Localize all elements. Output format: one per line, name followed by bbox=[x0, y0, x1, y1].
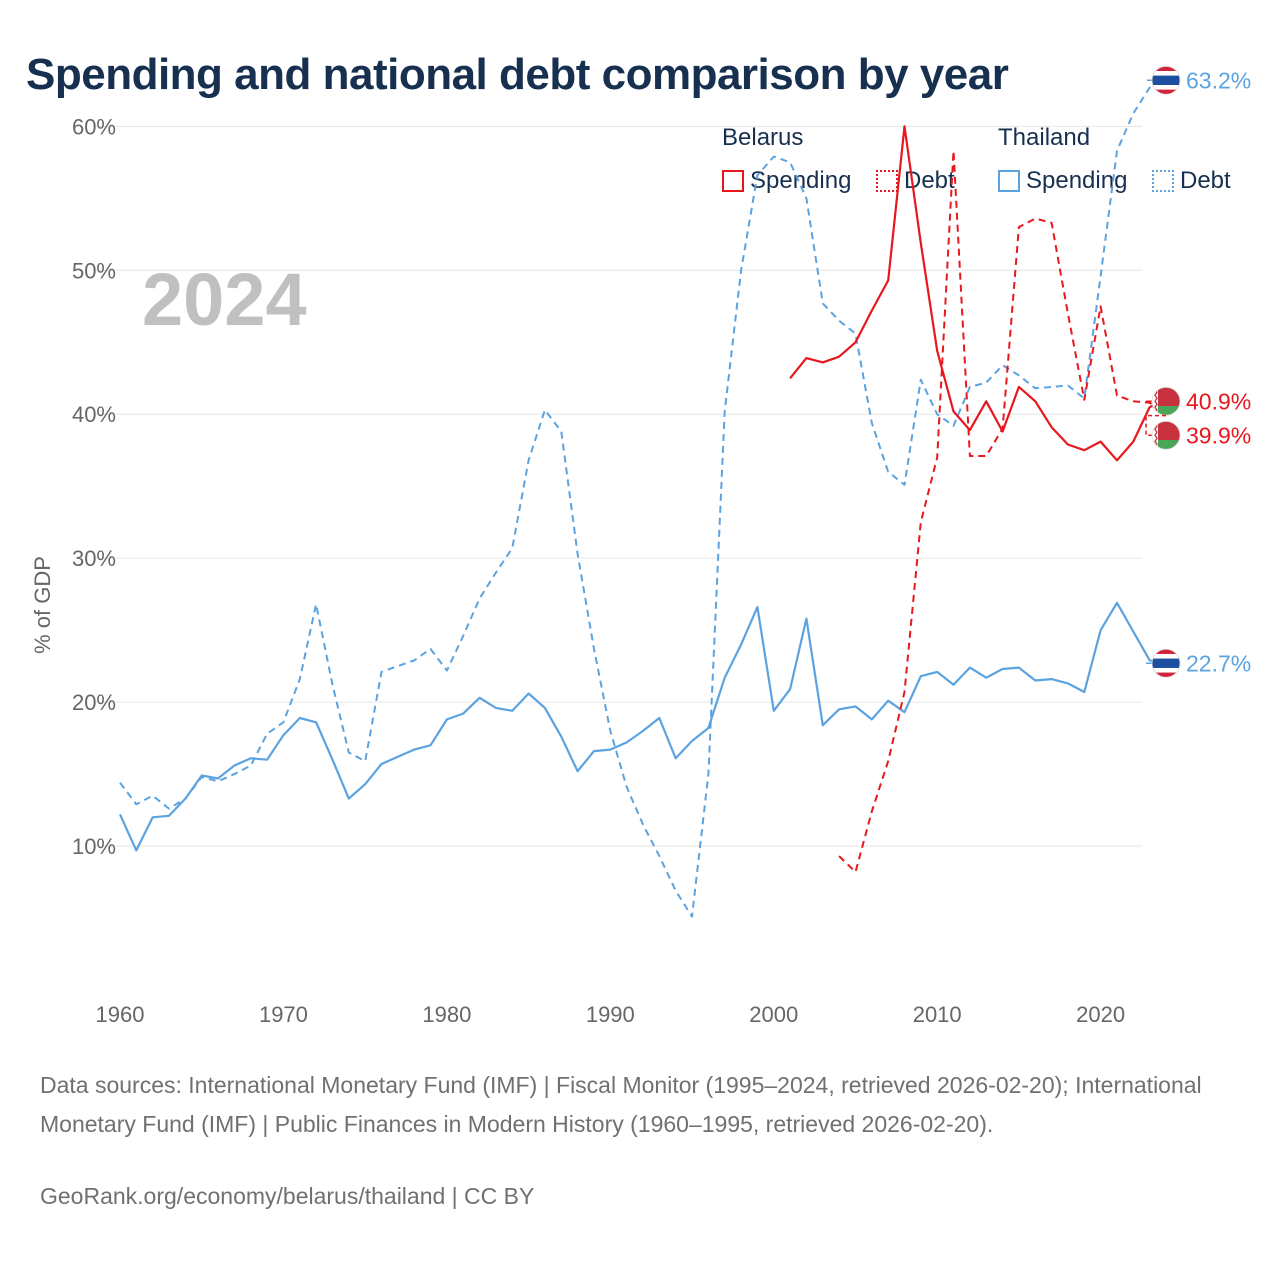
line-chart: 2024 10% 20% 30% 40% 50% 60% 1960 1970 1980 1990… bbox=[30, 65, 1251, 1027]
series-lines bbox=[118, 79, 1167, 918]
legend-thailand-spending-label: Spending bbox=[1026, 167, 1128, 194]
thailand-flag-icon bbox=[1151, 648, 1181, 678]
x-tick-label: 1980 bbox=[422, 1002, 471, 1027]
chart-title: Spending and national debt comparison by… bbox=[26, 50, 1009, 99]
x-tick-label: 2000 bbox=[749, 1002, 798, 1027]
legend-title-belarus: Belarus bbox=[722, 124, 804, 151]
legend-title-thailand: Thailand bbox=[998, 124, 1091, 151]
y-tick-label: 30% bbox=[72, 546, 116, 571]
legend-thailand-spending[interactable]: Spending bbox=[998, 166, 1127, 196]
y-axis-label: % of GDP bbox=[30, 556, 55, 654]
x-axis-ticks: 1960 1970 1980 1990 2000 2010 2020 bbox=[96, 1002, 1126, 1027]
thailand-debt-line bbox=[119, 79, 1167, 918]
x-tick-label: 2010 bbox=[913, 1002, 962, 1027]
belarus-debt-line bbox=[838, 149, 1167, 873]
belarus-flag-icon bbox=[1151, 420, 1181, 450]
belarus-spending-line bbox=[789, 125, 1167, 462]
y-tick-label: 40% bbox=[72, 402, 116, 427]
end-value-label: 22.7% bbox=[1186, 650, 1251, 676]
y-tick-label: 50% bbox=[72, 258, 116, 283]
y-tick-label: 10% bbox=[72, 834, 116, 859]
legend-belarus-spending[interactable]: Spending bbox=[722, 166, 851, 196]
end-value-label: 39.9% bbox=[1186, 422, 1251, 448]
year-watermark: 2024 bbox=[142, 258, 307, 341]
legend-dotted-swatch-icon bbox=[1152, 170, 1174, 192]
end-connector bbox=[1145, 414, 1166, 437]
legend-solid-swatch-icon bbox=[722, 170, 744, 192]
legend-belarus-spending-label: Spending bbox=[750, 167, 852, 194]
y-tick-label: 20% bbox=[72, 690, 116, 715]
thailand-spending-line bbox=[118, 601, 1167, 852]
legend-solid-swatch-icon bbox=[998, 170, 1020, 192]
grid-lines bbox=[96, 125, 1142, 847]
data-sources-note: Data sources: International Monetary Fun… bbox=[40, 1072, 1202, 1137]
y-tick-label: 60% bbox=[72, 114, 116, 139]
x-tick-label: 1960 bbox=[96, 1002, 145, 1027]
belarus-flag-icon bbox=[1151, 386, 1181, 416]
x-tick-label: 2020 bbox=[1076, 1002, 1125, 1027]
legend-thailand-debt[interactable]: Debt bbox=[1152, 166, 1231, 196]
x-tick-label: 1970 bbox=[259, 1002, 308, 1027]
x-tick-label: 1990 bbox=[586, 1002, 635, 1027]
credit-link[interactable]: GeoRank.org/economy/belarus/thailand | C… bbox=[40, 1183, 535, 1209]
y-axis-ticks: 10% 20% 30% 40% 50% 60% bbox=[72, 114, 116, 859]
legend-thailand-debt-label: Debt bbox=[1180, 167, 1231, 194]
end-value-label: 63.2% bbox=[1186, 67, 1251, 93]
end-value-label: 40.9% bbox=[1186, 388, 1251, 414]
thailand-flag-icon bbox=[1151, 65, 1181, 95]
legend-dotted-swatch-icon bbox=[876, 170, 898, 192]
end-markers: 22.7% 63.2% 40.9% 39.9% bbox=[1145, 65, 1251, 678]
